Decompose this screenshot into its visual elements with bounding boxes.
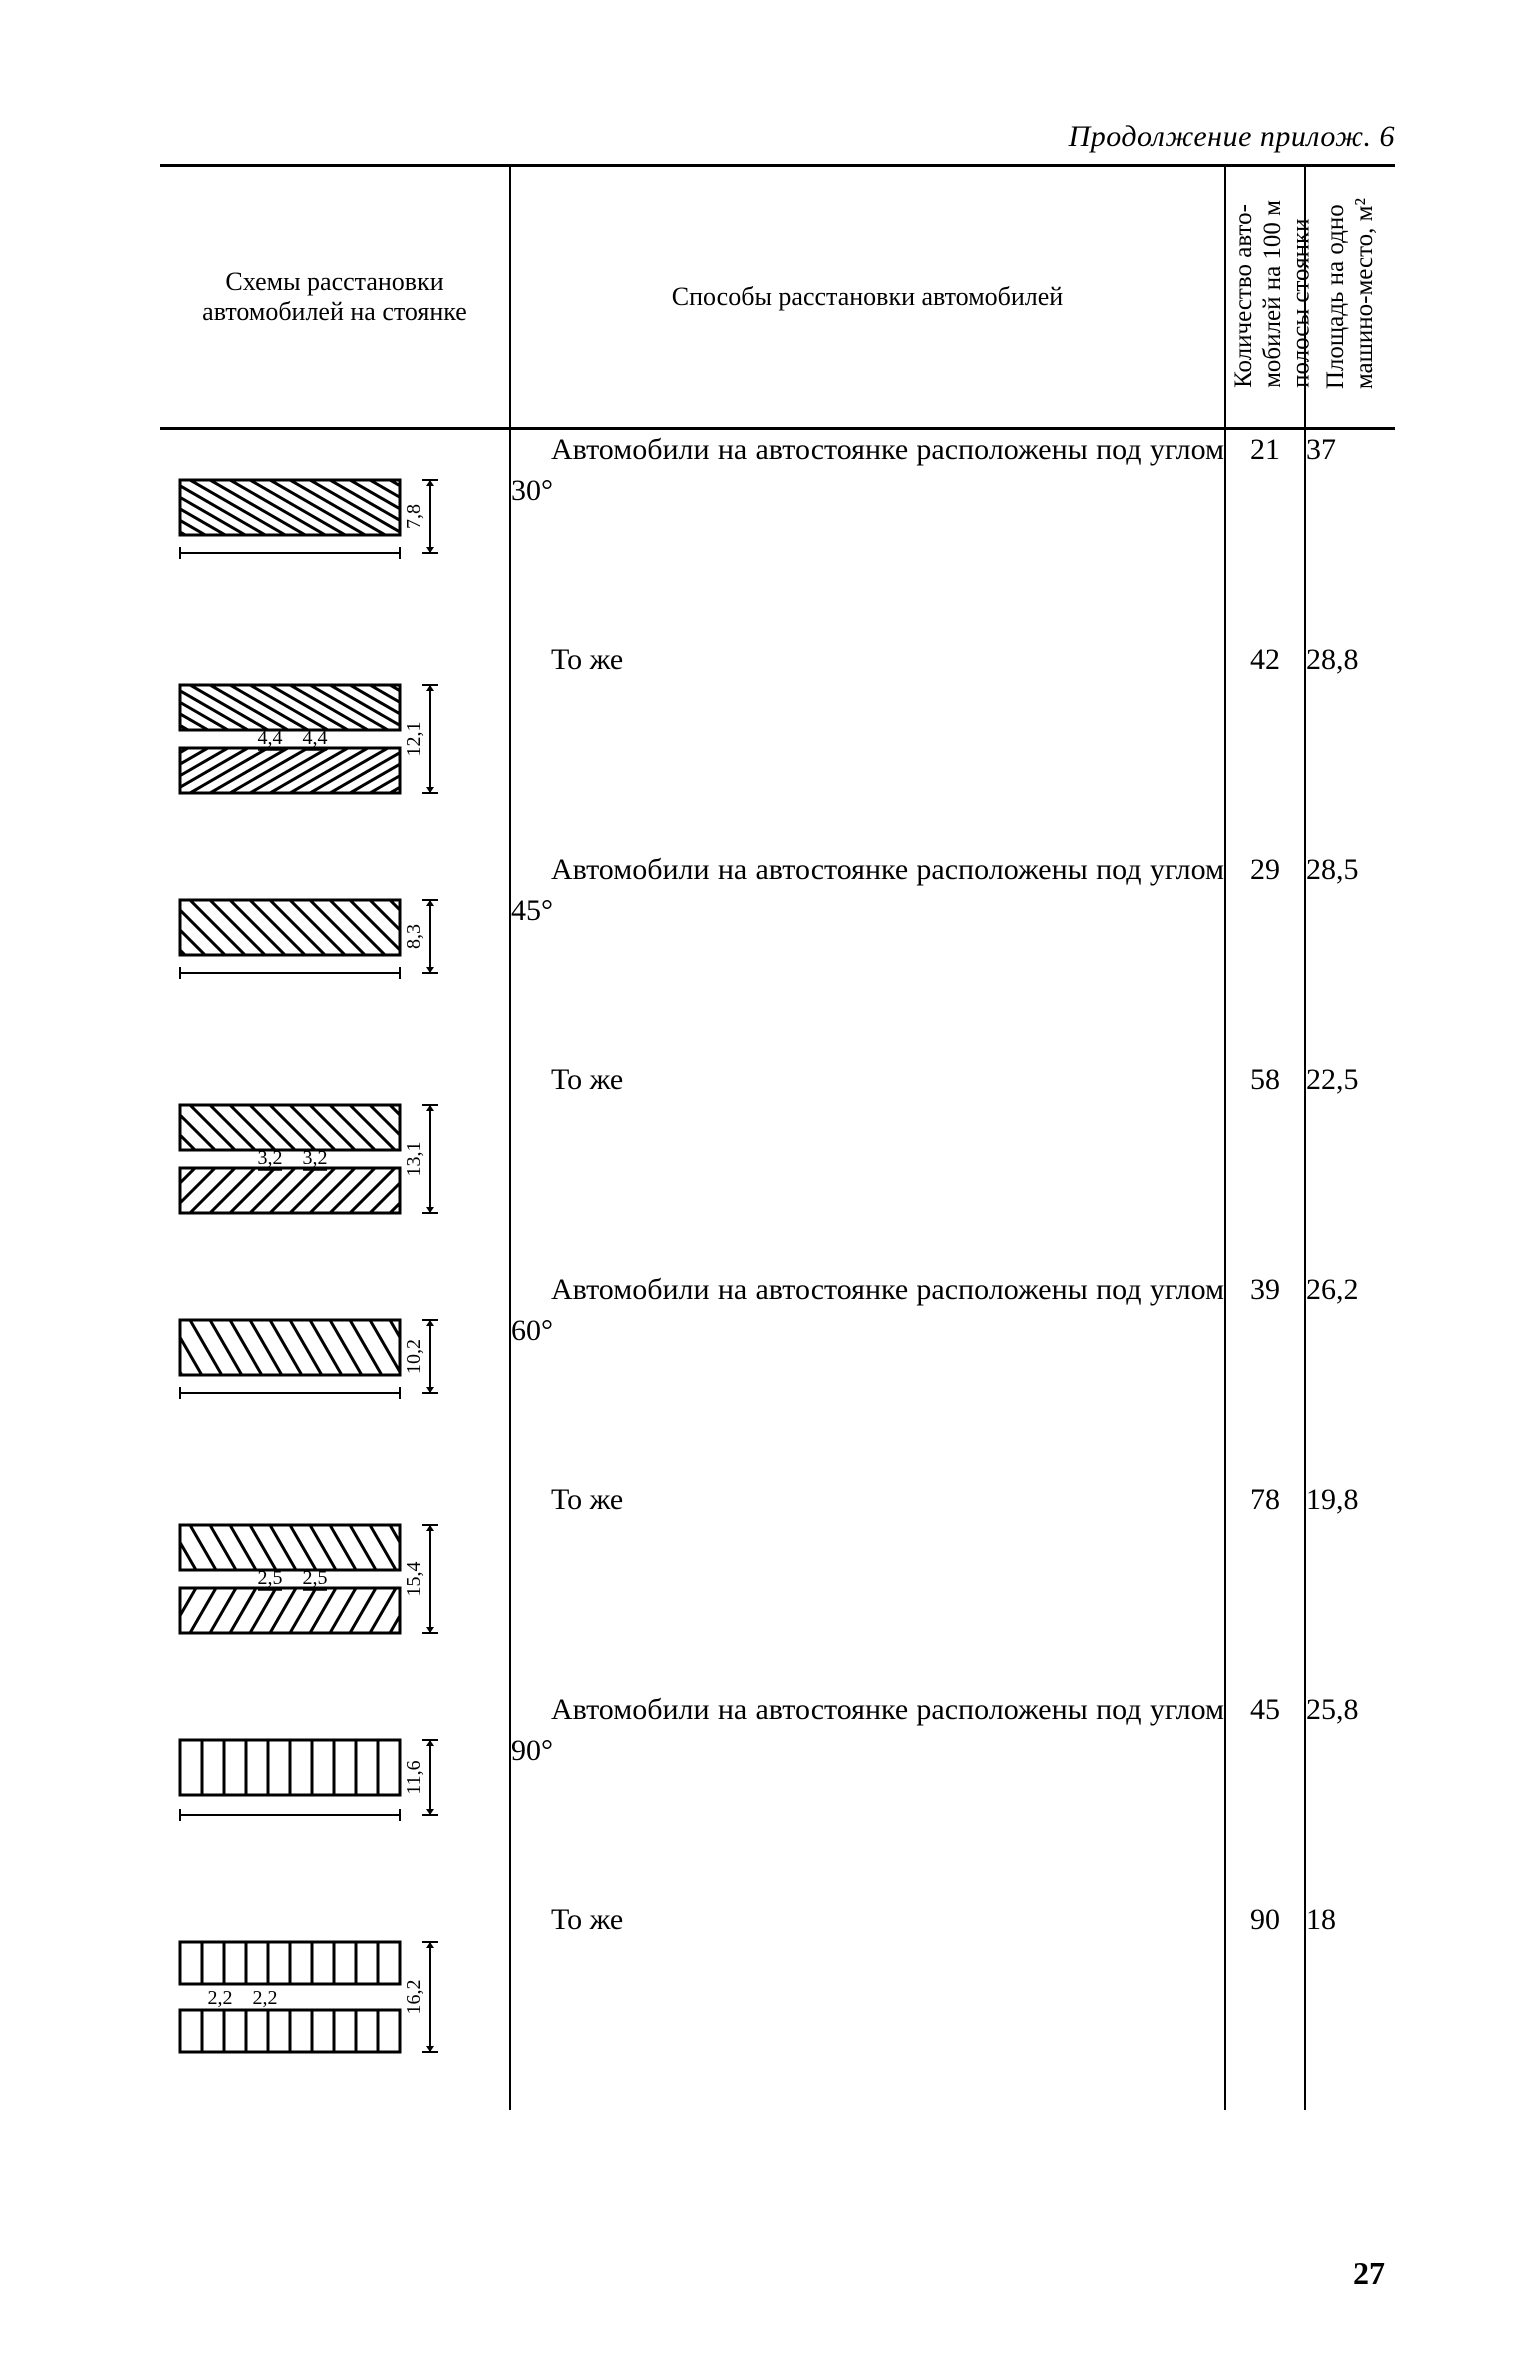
svg-text:2,2: 2,2 — [253, 1987, 278, 2009]
cell-description: Автомобили на автостоянке рас­положены п… — [510, 1690, 1225, 1900]
cell-description: То же — [510, 1900, 1225, 2110]
svg-text:12,1: 12,1 — [403, 722, 425, 757]
cell-count: 42 — [1225, 640, 1305, 850]
diagram-wrap: 2,5 2,5 15,4 — [160, 1480, 509, 1690]
cell-area: 28,8 — [1305, 640, 1395, 850]
table-row: 4,4 4,4 12,1 То же4228,8 — [160, 640, 1395, 850]
parking-diagram: 3,2 3,2 13,1 — [170, 1090, 490, 1270]
cell-count: 21 — [1225, 429, 1305, 641]
header-col-4-text: Площадь на одномашино-место, м² — [1318, 190, 1384, 397]
parking-diagram: 2,5 2,5 15,4 — [170, 1510, 490, 1690]
cell-area: 28,5 — [1305, 850, 1395, 1060]
cell-diagram: 2,2 2,2 16,2 — [160, 1900, 510, 2110]
cell-description: Автомобили на автостоянке рас­положены п… — [510, 850, 1225, 1060]
svg-text:2,5: 2,5 — [258, 1567, 283, 1589]
header-col-4: Площадь на одномашино-место, м² — [1305, 166, 1395, 429]
parking-diagram: 11,6 — [170, 1720, 490, 1900]
header-col-3-text: Количество авто-мобилей на 100 мполосы с… — [1226, 192, 1320, 396]
table-row: 11,6 Автомобили на автостоянке рас­положе… — [160, 1690, 1395, 1900]
cell-diagram: 8,3 — [160, 850, 510, 1060]
cell-description: То же — [510, 1480, 1225, 1690]
parking-diagram: 2,2 2,2 16,2 — [170, 1930, 490, 2110]
table-row: 2,2 2,2 16,2 То же9018 — [160, 1900, 1395, 2110]
diagram-wrap: 4,4 4,4 12,1 — [160, 640, 509, 850]
cell-count: 39 — [1225, 1270, 1305, 1480]
parking-diagram: 8,3 — [170, 880, 490, 1060]
svg-text:3,2: 3,2 — [258, 1147, 283, 1169]
table-body: 7,8 Автомобили на автостоянке рас­положен… — [160, 429, 1395, 2111]
diagram-wrap: 10,2 — [160, 1270, 509, 1480]
svg-text:13,1: 13,1 — [403, 1142, 425, 1177]
svg-text:2,5: 2,5 — [303, 1567, 328, 1589]
cell-area: 25,8 — [1305, 1690, 1395, 1900]
header-col-2-text: Способы расстановки автомобилей — [672, 282, 1063, 311]
cell-count: 45 — [1225, 1690, 1305, 1900]
cell-area: 37 — [1305, 429, 1395, 641]
svg-text:3,2: 3,2 — [303, 1147, 328, 1169]
svg-text:8,3: 8,3 — [403, 924, 425, 949]
page: Продолжение прилож. 6 Схемы расстановки … — [0, 0, 1535, 2362]
cell-diagram: 7,8 — [160, 429, 510, 641]
svg-text:2,2: 2,2 — [208, 1987, 233, 2009]
diagram-wrap: 2,2 2,2 16,2 — [160, 1900, 509, 2110]
cell-area: 19,8 — [1305, 1480, 1395, 1690]
cell-diagram: 2,5 2,5 15,4 — [160, 1480, 510, 1690]
table-header-row: Схемы расстановки автомобилей на стоянке… — [160, 166, 1395, 429]
diagram-wrap: 8,3 — [160, 850, 509, 1060]
header-col-1-text: Схемы расстановки автомобилей на стоянке — [202, 267, 467, 326]
cell-area: 22,5 — [1305, 1060, 1395, 1270]
table-row: 2,5 2,5 15,4 То же7819,8 — [160, 1480, 1395, 1690]
cell-description: То же — [510, 640, 1225, 850]
svg-text:16,2: 16,2 — [403, 1980, 425, 2015]
cell-count: 58 — [1225, 1060, 1305, 1270]
cell-diagram: 3,2 3,2 13,1 — [160, 1060, 510, 1270]
header-col-2: Способы расстановки автомобилей — [510, 166, 1225, 429]
svg-text:15,4: 15,4 — [403, 1562, 425, 1597]
header-col-3: Количество авто-мобилей на 100 мполосы с… — [1225, 166, 1305, 429]
cell-description: Автомобили на автостоянке рас­положены п… — [510, 1270, 1225, 1480]
parking-diagram: 10,2 — [170, 1300, 490, 1480]
cell-diagram: 11,6 — [160, 1690, 510, 1900]
parking-table: Схемы расстановки автомобилей на стоянке… — [160, 164, 1395, 2110]
table-row: 3,2 3,2 13,1 То же5822,5 — [160, 1060, 1395, 1270]
cell-area: 26,2 — [1305, 1270, 1395, 1480]
diagram-wrap: 11,6 — [160, 1690, 509, 1900]
svg-text:10,2: 10,2 — [403, 1339, 425, 1374]
cell-count: 78 — [1225, 1480, 1305, 1690]
cell-description: Автомобили на автостоянке рас­положены п… — [510, 429, 1225, 641]
cell-count: 90 — [1225, 1900, 1305, 2110]
page-number: 27 — [1353, 2255, 1385, 2292]
cell-description: То же — [510, 1060, 1225, 1270]
cell-area: 18 — [1305, 1900, 1395, 2110]
parking-diagram: 7,8 — [170, 460, 490, 640]
svg-text:4,4: 4,4 — [303, 727, 328, 749]
table-row: 7,8 Автомобили на автостоянке рас­положен… — [160, 429, 1395, 641]
cell-count: 29 — [1225, 850, 1305, 1060]
cell-diagram: 4,4 4,4 12,1 — [160, 640, 510, 850]
diagram-wrap: 3,2 3,2 13,1 — [160, 1060, 509, 1270]
parking-diagram: 4,4 4,4 12,1 — [170, 670, 490, 850]
table-row: 10,2 Автомобили на автостоянке рас­положе… — [160, 1270, 1395, 1480]
svg-text:11,6: 11,6 — [403, 1760, 425, 1794]
cell-diagram: 10,2 — [160, 1270, 510, 1480]
continuation-caption: Продолжение прилож. 6 — [160, 120, 1395, 154]
svg-text:7,8: 7,8 — [403, 504, 425, 529]
diagram-wrap: 7,8 — [160, 430, 509, 640]
table-row: 8,3 Автомобили на автостоянке рас­положен… — [160, 850, 1395, 1060]
svg-text:4,4: 4,4 — [258, 727, 283, 749]
header-col-1: Схемы расстановки автомобилей на стоянке — [160, 166, 510, 429]
